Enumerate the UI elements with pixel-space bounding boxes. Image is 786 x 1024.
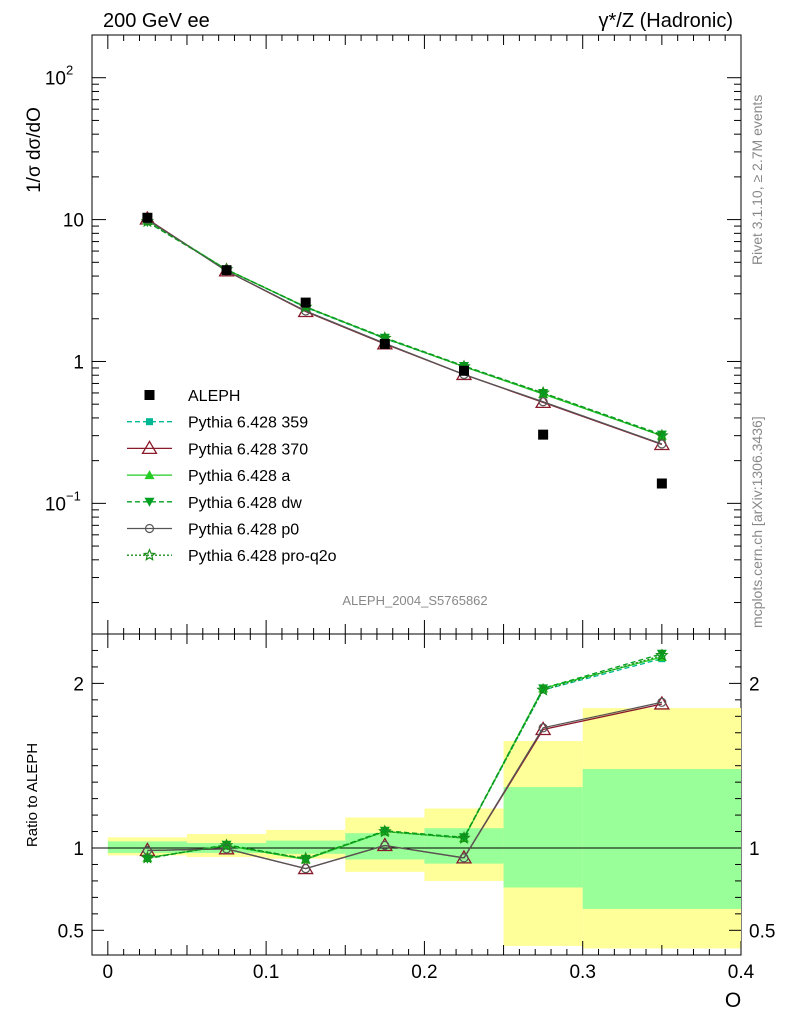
data-point	[221, 265, 232, 276]
ratio-y-tick-label: 2	[749, 674, 760, 695]
legend-marker	[144, 523, 155, 534]
stat-uncertainty-band	[582, 768, 741, 909]
main-series-point	[538, 397, 548, 407]
ratio-y-tick-label: 2	[73, 674, 84, 695]
stat-uncertainty-band	[107, 841, 187, 853]
ratio-series-point	[536, 682, 550, 696]
x-axis-label: O	[725, 989, 741, 1012]
ratio-series-point	[655, 648, 669, 662]
data-point	[656, 478, 667, 489]
stat-uncertainty-band	[345, 833, 425, 860]
ratio-series-point	[219, 838, 234, 852]
ratio-series-point	[538, 684, 549, 694]
main-series-line	[147, 219, 663, 445]
main-y-axis-label: 1/σ dσ/dO	[24, 107, 45, 193]
main-y-tick-label: 10	[45, 69, 66, 90]
x-tick-label: 0	[103, 962, 114, 983]
ratio-y-tick-label: 0.5	[749, 921, 775, 942]
ratio-axes: 0.5 0.5 1 1 2 2 0 0.1 0.2 0.3 0.4	[58, 35, 775, 983]
main-series-point	[657, 439, 667, 449]
ratio-series-point	[656, 649, 667, 659]
ratio-series-point	[538, 723, 548, 733]
main-y-tick-exponent: −1	[66, 488, 81, 503]
ratio-y-tick-label: 1	[749, 839, 760, 860]
ratio-series-point	[657, 697, 667, 707]
ratio-series	[139, 648, 670, 875]
legend-label: Pythia 6.428 359	[188, 415, 308, 432]
main-plot-frame	[91, 34, 742, 635]
ratio-series-point	[142, 845, 153, 856]
ratio-uncertainty-bands	[107, 708, 741, 949]
main-series-line	[147, 218, 663, 446]
legend-label: Pythia 6.428 a	[188, 468, 290, 485]
ratio-series-point	[380, 840, 390, 851]
ratio-series-point	[299, 851, 313, 865]
ratio-series-point	[301, 863, 311, 874]
legend-label: Pythia 6.428 pro-q2o	[188, 548, 337, 565]
x-tick-label: 0.4	[728, 962, 755, 983]
x-tick-label: 0.3	[569, 962, 595, 983]
data-point	[538, 429, 549, 440]
data-point	[458, 365, 469, 376]
stat-uncertainty-band	[503, 787, 583, 888]
data-point	[300, 297, 311, 308]
main-series-point	[536, 385, 550, 399]
data-point	[379, 338, 390, 349]
legend-label: Pythia 6.428 p0	[188, 522, 299, 539]
ratio-y-tick-label: 1	[73, 839, 84, 860]
x-tick-label: 0.1	[253, 962, 279, 983]
mcplots-label: mcplots.cern.ch [arXiv:1306.3436]	[749, 416, 765, 628]
ratio-series-point	[457, 831, 471, 844]
legend: ALEPH Pythia 6.428 359 Pythia 6.428 370 Pyt…	[127, 388, 337, 565]
legend-marker	[141, 440, 158, 455]
x-tick-label: 0.2	[411, 962, 437, 983]
ratio-y-axis-label: Ratio to ALEPH	[24, 743, 41, 847]
legend-marker	[144, 390, 155, 400]
legend-marker	[146, 418, 153, 426]
ratio-series-point	[221, 844, 232, 854]
legend-label: Pythia 6.428 370	[188, 441, 308, 458]
rivet-label: Rivet 3.1.10, ≥ 2.7M events	[749, 95, 765, 265]
main-series-point	[656, 430, 667, 440]
legend-label: ALEPH	[188, 388, 240, 405]
main-y-tick-exponent: 2	[66, 63, 73, 78]
ratio-y-tick-label: 0.5	[58, 921, 84, 942]
data-point	[142, 212, 153, 223]
main-series	[139, 210, 670, 489]
stat-uncertainty-band	[266, 840, 346, 854]
legend-marker	[144, 497, 155, 507]
ratio-series-point	[458, 833, 469, 843]
ratio-series-line	[147, 654, 663, 860]
ratio-series-point	[142, 854, 153, 864]
legend-label: Pythia 6.428 dw	[188, 495, 302, 512]
ratio-series-point	[378, 824, 392, 838]
main-y-tick-label: 10	[45, 494, 66, 515]
main-y-tick-label: 10	[63, 211, 84, 232]
header-left: 200 GeV ee	[103, 10, 210, 32]
watermark: ALEPH_2004_S5765862	[342, 593, 487, 608]
main-series-point	[655, 428, 669, 442]
ratio-series-point	[459, 853, 469, 863]
ratio-series-point	[140, 850, 155, 864]
ratio-series-line	[147, 701, 663, 870]
legend-marker	[142, 548, 157, 561]
header-right: γ*/Z (Hadronic)	[599, 10, 733, 32]
main-y-tick-label: 1	[73, 352, 84, 373]
legend-marker	[144, 470, 155, 480]
